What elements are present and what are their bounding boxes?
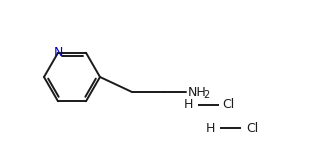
Text: Cl: Cl [246, 122, 258, 135]
Text: 2: 2 [203, 90, 209, 100]
Text: H: H [205, 122, 215, 135]
Text: N: N [53, 46, 63, 59]
Text: H: H [183, 98, 193, 111]
Text: NH: NH [188, 86, 207, 100]
Text: Cl: Cl [222, 98, 234, 111]
